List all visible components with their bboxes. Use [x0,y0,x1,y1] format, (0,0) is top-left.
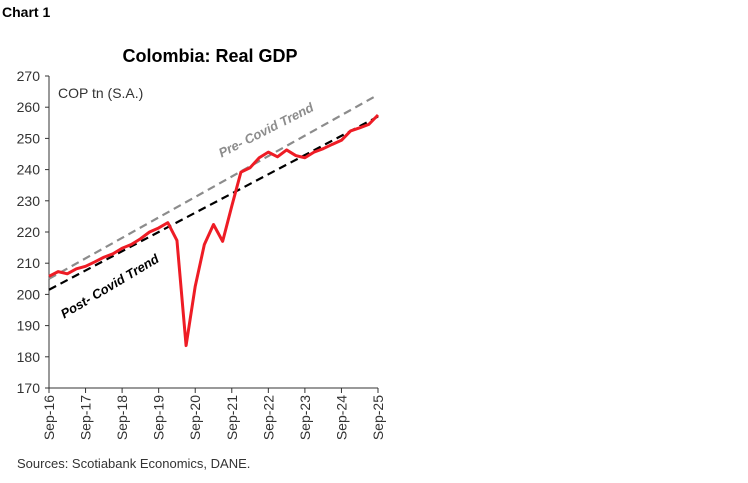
x-tick-label: Sep-17 [78,395,94,440]
unit-label: COP tn (S.A.) [58,85,143,101]
y-tick-label: 240 [17,162,41,178]
x-tick-label: Sep-25 [370,395,386,440]
x-tick-label: Sep-16 [41,395,57,440]
y-tick-label: 190 [17,318,41,334]
y-tick-label: 260 [17,99,41,115]
x-tick-label: Sep-24 [333,395,349,440]
pre-covid-trend-line [48,93,379,280]
y-tick-label: 270 [17,68,41,84]
x-tick-label: Sep-21 [224,395,240,440]
sources-note: Sources: Scotiabank Economics, DANE. [17,456,251,471]
y-tick-label: 220 [17,224,41,240]
y-tick-label: 250 [17,130,41,146]
x-tick-label: Sep-22 [260,395,276,440]
y-tick-label: 170 [17,380,41,396]
chart-title: Colombia: Real GDP [122,46,297,66]
x-tick-label: Sep-20 [187,395,203,440]
y-tick-label: 200 [17,286,41,302]
x-tick-label: Sep-18 [114,395,130,440]
x-tick-label: Sep-23 [297,395,313,440]
x-tick-label: Sep-19 [151,395,167,440]
y-tick-label: 230 [17,193,41,209]
post-covid-trend-line [48,115,379,291]
pre-covid-trend-label: Pre- Covid Trend [216,99,317,160]
chart-number-label: Chart 1 [2,4,51,20]
y-tick-label: 180 [17,349,41,365]
y-tick-label: 210 [17,255,41,271]
post-covid-trend-label: Post- Covid Trend [58,250,162,321]
real-gdp-line [48,113,380,348]
